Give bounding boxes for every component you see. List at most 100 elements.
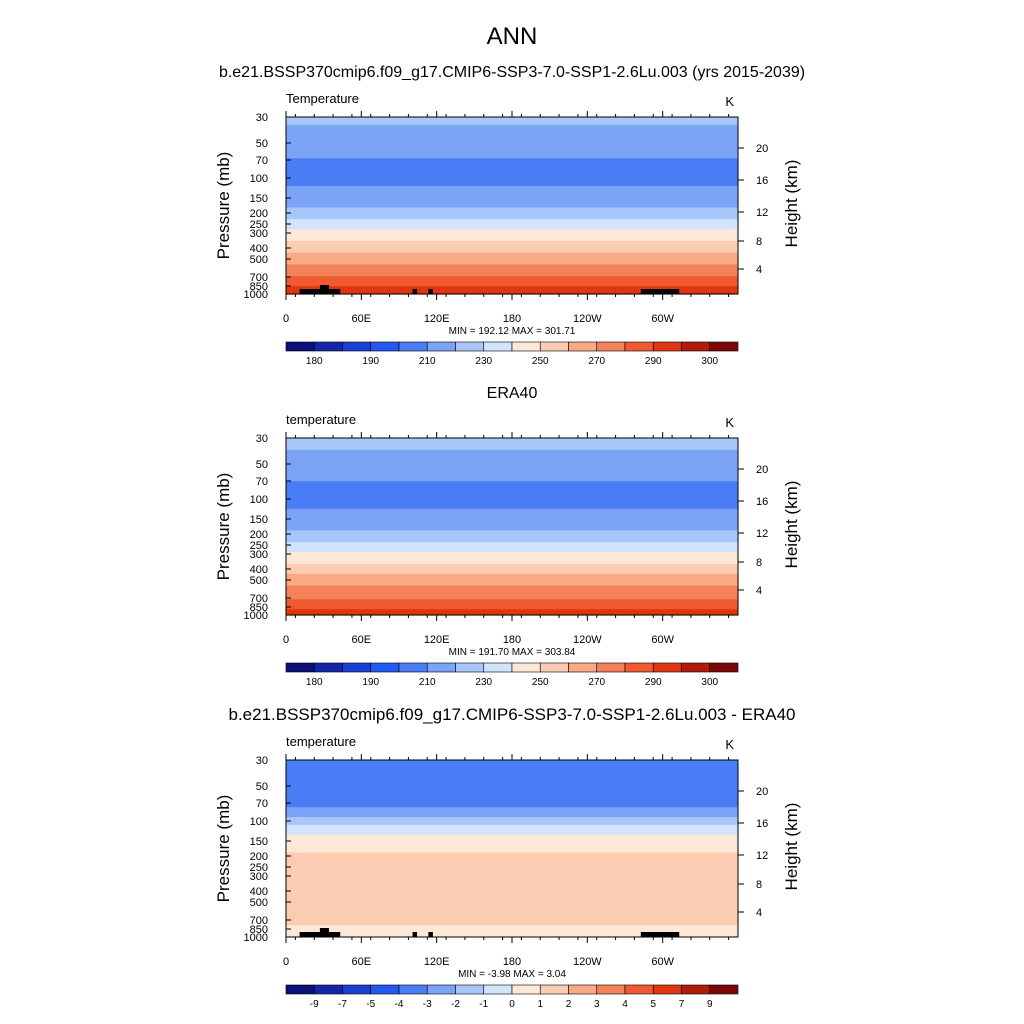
right-tick-label: 12 bbox=[756, 207, 768, 219]
contour-band bbox=[286, 797, 738, 800]
colorbar-swatch bbox=[455, 662, 485, 673]
contour-band bbox=[286, 913, 738, 916]
contour-band bbox=[286, 244, 738, 248]
contour-band bbox=[286, 885, 738, 889]
contour-band bbox=[286, 117, 738, 120]
contour-band bbox=[286, 516, 738, 520]
contour-band bbox=[286, 581, 738, 585]
contour-band bbox=[286, 905, 738, 909]
contour-band bbox=[286, 795, 738, 798]
figure-title: ANN bbox=[487, 23, 538, 50]
contour-band bbox=[286, 530, 738, 533]
contour-band bbox=[286, 160, 738, 163]
contour-band bbox=[286, 233, 738, 236]
contour-band bbox=[286, 170, 738, 173]
contour-band bbox=[286, 475, 738, 478]
right-tick-label: 8 bbox=[756, 557, 762, 569]
colorbar-label: 270 bbox=[588, 677, 605, 688]
contour-band bbox=[286, 254, 738, 258]
contour-band bbox=[286, 491, 738, 494]
contour-band bbox=[286, 248, 738, 252]
contour-band bbox=[286, 124, 738, 128]
terrain-mask bbox=[299, 928, 680, 937]
contour-band bbox=[286, 923, 738, 926]
x-tick-label: 60E bbox=[352, 956, 372, 968]
contour-band bbox=[286, 599, 738, 602]
panel-stats: MIN = 192.12 MAX = 301.71 bbox=[449, 326, 576, 337]
y-tick-label: 50 bbox=[256, 459, 268, 471]
colorbar-label: 2 bbox=[566, 999, 572, 1010]
contour-band bbox=[286, 587, 738, 591]
contour-band bbox=[286, 514, 738, 518]
contour-band bbox=[286, 854, 738, 857]
contour-band bbox=[286, 477, 738, 480]
contour-band bbox=[286, 595, 738, 598]
contour-band bbox=[286, 858, 738, 861]
contour-band bbox=[286, 844, 738, 848]
contour-band bbox=[286, 881, 738, 885]
colorbar-label: -3 bbox=[423, 999, 432, 1010]
contour-band bbox=[286, 781, 738, 785]
contour-band bbox=[286, 901, 738, 905]
contour-band bbox=[286, 130, 738, 134]
contour-band bbox=[286, 540, 738, 543]
contour-band bbox=[286, 231, 738, 234]
contour-band bbox=[286, 443, 738, 447]
colorbar-swatch bbox=[596, 341, 626, 352]
contour-band bbox=[286, 771, 738, 775]
contour-band bbox=[286, 836, 738, 840]
colorbar-label: 9 bbox=[707, 999, 713, 1010]
contour-band bbox=[286, 815, 738, 818]
contour-band bbox=[286, 830, 738, 834]
contour-band bbox=[286, 264, 738, 268]
contour-band bbox=[286, 260, 738, 264]
x-tick-label: 60E bbox=[352, 313, 372, 325]
colorbar-swatch bbox=[483, 662, 513, 673]
colorbar-swatch bbox=[624, 984, 654, 995]
contour-band bbox=[286, 223, 738, 226]
contour-band bbox=[286, 236, 738, 240]
contour-band bbox=[286, 290, 738, 293]
contour-band bbox=[286, 563, 738, 567]
y-tick-label: 850 bbox=[250, 924, 268, 936]
contour-field bbox=[286, 438, 738, 616]
contour-band bbox=[286, 181, 738, 185]
contour-band bbox=[286, 229, 738, 232]
colorbar-swatch bbox=[313, 984, 343, 995]
y-tick-label: 200 bbox=[250, 851, 268, 863]
contour-band bbox=[286, 554, 738, 557]
y-tick-label: 150 bbox=[250, 514, 268, 526]
contour-band bbox=[286, 848, 738, 852]
contour-band bbox=[286, 809, 738, 812]
terrain-block bbox=[428, 289, 433, 294]
right-axis-title: Height (km) bbox=[782, 481, 801, 569]
colorbar-label: 210 bbox=[419, 356, 436, 367]
colorbar-swatch bbox=[652, 662, 682, 673]
contour-band bbox=[286, 240, 738, 244]
contour-band bbox=[286, 179, 738, 183]
contour-band bbox=[286, 807, 738, 810]
colorbar-label: 4 bbox=[622, 999, 628, 1010]
contour-band bbox=[286, 266, 738, 270]
contour-band bbox=[286, 128, 738, 132]
colorbar-swatch bbox=[539, 341, 569, 352]
colorbar-label: 290 bbox=[645, 677, 662, 688]
colorbar-swatch bbox=[285, 341, 315, 352]
panel-units-label: K bbox=[725, 737, 734, 752]
colorbar-label: 190 bbox=[362, 356, 379, 367]
contour-field bbox=[286, 760, 738, 938]
contour-band bbox=[286, 828, 738, 832]
colorbar-swatch bbox=[652, 984, 682, 995]
y-tick-label: 500 bbox=[250, 575, 268, 587]
y-tick-label: 30 bbox=[256, 433, 268, 445]
contour-band bbox=[286, 284, 738, 287]
contour-band bbox=[286, 262, 738, 266]
contour-band bbox=[286, 512, 738, 516]
contour-band bbox=[286, 899, 738, 903]
contour-band bbox=[286, 185, 738, 189]
contour-band bbox=[286, 532, 738, 535]
contour-band bbox=[286, 528, 738, 532]
colorbar-label: -9 bbox=[310, 999, 319, 1010]
contour-band bbox=[286, 878, 738, 881]
y-axis-title: Pressure (mb) bbox=[214, 795, 233, 903]
